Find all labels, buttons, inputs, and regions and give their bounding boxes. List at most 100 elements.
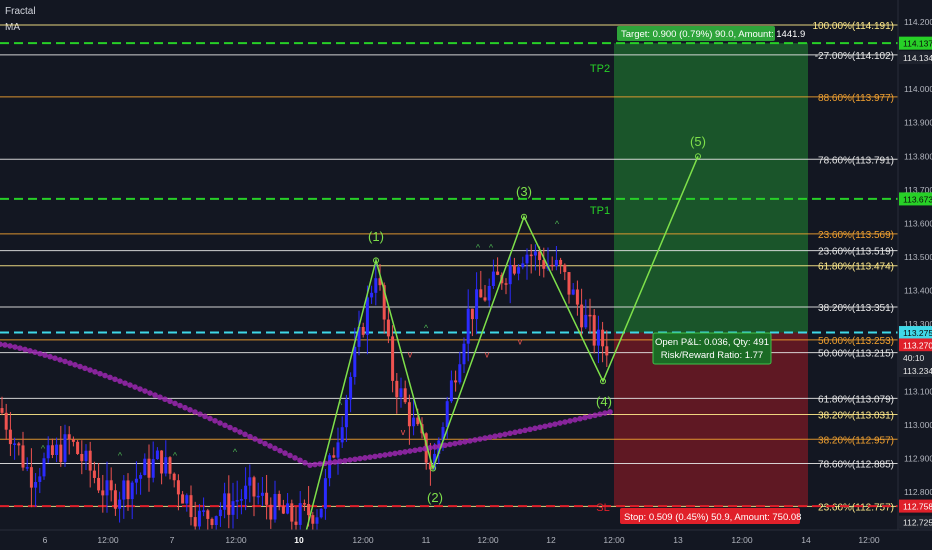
ma-dot (357, 455, 363, 462)
ma-dot (237, 429, 243, 435)
candle-body (307, 504, 311, 516)
ma-dot (482, 435, 488, 441)
ma-dot (492, 433, 498, 440)
candle-body (521, 263, 525, 268)
ma-dot (167, 398, 173, 405)
fractal-down-marker: v (518, 336, 523, 346)
candle-body (76, 441, 80, 454)
candle-body (538, 251, 542, 261)
price-tag-text: 40:10 (903, 353, 925, 363)
candle-body (273, 493, 277, 520)
candle-body (172, 473, 176, 481)
sl-label: SL (596, 502, 609, 514)
candle-body (17, 443, 21, 446)
ma-dot (597, 411, 603, 418)
price-tick-label: 113.800 (904, 151, 932, 161)
ma-dot (392, 450, 398, 457)
ma-dot (232, 426, 238, 433)
time-tick-label: 10 (294, 535, 304, 545)
time-axis-bg (0, 530, 932, 550)
candle-body (139, 474, 143, 479)
candle-body (319, 508, 323, 518)
ma-dot (127, 382, 133, 388)
ma-dot (47, 353, 53, 360)
price-tick-label: 113.000 (904, 420, 932, 430)
candle-body (223, 493, 227, 510)
price-tag-text: 112.758 (903, 502, 932, 512)
tp2-label: TP2 (590, 63, 610, 75)
wave-label-3: (3) (516, 184, 532, 199)
candle-body (101, 490, 105, 496)
price-tag-red (899, 338, 932, 352)
ma-dot (562, 419, 568, 425)
ma-dot (162, 396, 168, 403)
fib-label: 61.80%(113.474) (818, 262, 894, 273)
candle-body (584, 314, 588, 328)
ma-dot (172, 400, 178, 407)
time-axis: 6 12:00 7 12:00 10 12:00 11 12:00 12 12:00 13 12:00… (43, 535, 880, 545)
stop-info-box (620, 508, 800, 524)
candle-body (470, 308, 474, 320)
candle-body (441, 427, 445, 441)
indicator-label-fractal[interactable]: Fractal (5, 6, 36, 17)
ma-dot (547, 422, 553, 428)
ma-dot (382, 452, 388, 458)
candle-body (445, 401, 449, 428)
ma-dot (22, 346, 28, 353)
ma-dot (407, 448, 413, 454)
candle-body (118, 499, 122, 509)
candle-body (4, 412, 8, 430)
candle-body (458, 364, 462, 383)
time-tick-label: 12:00 (97, 535, 119, 545)
ma-dot (527, 426, 533, 433)
candle-body (105, 480, 109, 496)
candle-body (592, 315, 596, 346)
ma-dot (317, 461, 323, 467)
indicator-label-ma[interactable]: MA (5, 22, 20, 33)
fractal-up-marker: ^ (233, 447, 238, 457)
price-tag-text: 112.725 (903, 518, 932, 528)
candle-body (504, 283, 508, 285)
price-axis-bg (898, 0, 932, 530)
ma-dot (442, 442, 448, 449)
price-tag-cyan (899, 326, 932, 340)
ma-dot (512, 429, 518, 436)
candle-body (63, 434, 67, 463)
fractal-up-marker: ^ (555, 219, 560, 229)
ma-dot (52, 355, 58, 362)
ma-dot (387, 451, 393, 457)
ma-dot (367, 454, 373, 460)
candle-body (407, 402, 411, 427)
candle-body (475, 289, 479, 320)
candle-body (92, 470, 96, 478)
candle-body (38, 476, 42, 482)
time-tick-label: 12:00 (731, 535, 753, 545)
ma-dot (27, 348, 33, 354)
candle-body (67, 434, 71, 440)
candle-body (517, 267, 521, 274)
ma-dot (402, 449, 408, 455)
ma-dot (97, 370, 103, 377)
moving-average (0, 341, 613, 468)
candle-body (479, 289, 483, 298)
ma-dot (557, 420, 563, 426)
ma-dot (17, 345, 23, 352)
candle-body (8, 429, 12, 445)
fractal-up-marker: ^ (338, 400, 343, 410)
price-tick-label: 113.900 (904, 118, 932, 128)
candle-body (412, 417, 416, 427)
price-axis: 114.200114.100114.000113.900113.800113.7… (899, 17, 932, 529)
candle-body (25, 467, 29, 469)
candle-body (202, 510, 206, 512)
price-tag-dark (899, 51, 932, 65)
ma-dot (427, 445, 433, 451)
price-tick-label: 114.000 (904, 84, 932, 94)
candle-body (286, 503, 290, 514)
candle-body (260, 492, 264, 496)
ma-dot (377, 452, 383, 459)
fib-label: -27.00%(114.102) (815, 51, 894, 62)
time-tick-label: 14 (801, 535, 811, 545)
ma-dot (257, 438, 263, 445)
